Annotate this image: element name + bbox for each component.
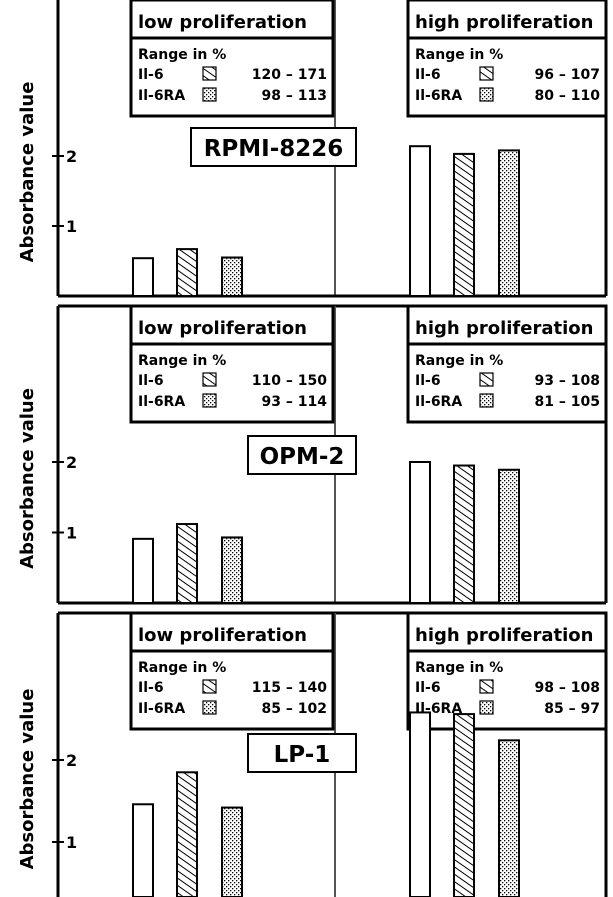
y-tick-label: 1 <box>66 524 77 543</box>
bar-dotted <box>221 806 243 897</box>
y-tick-label: 1 <box>66 217 77 236</box>
legend-entry-range: 98 – 113 <box>262 88 327 104</box>
legend-box <box>406 0 608 118</box>
legend-entry-name: Il-6 <box>415 373 441 389</box>
y-tick-label: 2 <box>66 453 77 472</box>
legend-entry-name: Il-6RA <box>415 88 462 104</box>
legend-entry-range: 115 – 140 <box>252 680 327 696</box>
legend-heading: Range in % <box>138 353 226 369</box>
legend-entry-name: Il-6 <box>138 680 164 696</box>
category-label: high proliferation <box>415 12 593 33</box>
legend-entry-name: Il-6RA <box>138 394 185 410</box>
bar-hatched <box>453 464 475 604</box>
legend-entry-name: Il-6 <box>138 67 164 83</box>
cell-line-title-box <box>190 127 357 167</box>
legend-swatch-hatched <box>202 66 217 81</box>
legend-swatch-hatched <box>479 372 494 387</box>
legend-entry-name: Il-6 <box>415 680 441 696</box>
bar-open <box>409 461 431 604</box>
legend-swatch-hatched <box>479 66 494 81</box>
legend-entry-range: 81 – 105 <box>535 394 600 410</box>
legend-heading: Range in % <box>415 353 503 369</box>
legend-swatch-dotted <box>202 87 217 102</box>
bar-hatched <box>176 523 198 604</box>
bar-dotted <box>498 149 520 297</box>
bar-open <box>132 803 154 897</box>
legend-box <box>129 304 335 424</box>
legend-entry-name: Il-6 <box>415 67 441 83</box>
y-tick-label: 1 <box>66 833 77 852</box>
bar-open <box>132 257 154 298</box>
category-label: low proliferation <box>138 12 307 33</box>
legend-box <box>406 304 608 424</box>
legend-box <box>406 611 608 731</box>
legend-swatch-hatched <box>479 679 494 694</box>
legend-swatch-hatched <box>202 372 217 387</box>
legend-entry-name: Il-6RA <box>138 701 185 717</box>
cell-line-title-box <box>247 733 357 773</box>
legend-entry-range: 110 – 150 <box>252 373 327 389</box>
legend-swatch-dotted <box>202 700 217 715</box>
legend-entry-range: 120 – 171 <box>252 67 327 83</box>
bar-open <box>409 711 431 897</box>
category-label: high proliferation <box>415 625 593 646</box>
bar-dotted <box>498 739 520 897</box>
legend-heading: Range in % <box>138 660 226 676</box>
legend-entry-range: 96 – 107 <box>535 67 600 83</box>
bar-hatched <box>453 713 475 897</box>
legend-swatch-dotted <box>479 393 494 408</box>
legend-swatch-hatched <box>202 679 217 694</box>
legend-box <box>129 0 335 118</box>
cell-line-title: RPMI-8226 <box>204 136 344 162</box>
legend-entry-name: Il-6RA <box>138 88 185 104</box>
bar-open <box>409 145 431 297</box>
legend-swatch-dotted <box>479 700 494 715</box>
legend-entry-range: 80 – 110 <box>535 88 601 104</box>
legend-box <box>129 611 335 731</box>
y-axis-label: Absorbance value <box>17 82 38 263</box>
legend-entry-range: 93 – 108 <box>535 373 600 389</box>
legend-swatch-dotted <box>202 393 217 408</box>
bar-hatched <box>176 248 198 298</box>
category-label: high proliferation <box>415 318 593 339</box>
y-tick-label: 2 <box>66 751 77 770</box>
cell-line-title-box <box>247 435 357 475</box>
bar-dotted <box>221 256 243 297</box>
legend-entry-range: 85 – 97 <box>544 701 600 717</box>
legend-heading: Range in % <box>138 47 226 63</box>
legend-entry-name: Il-6RA <box>415 394 462 410</box>
chart-panel: Absorbance value 1 2 low proliferation Range… <box>17 0 608 308</box>
legend-heading: Range in % <box>415 660 503 676</box>
bar-hatched <box>176 771 198 897</box>
y-axis-label: Absorbance value <box>17 689 38 870</box>
cell-line-title: LP-1 <box>274 742 331 768</box>
category-label: low proliferation <box>138 318 307 339</box>
legend-entry-range: 85 – 102 <box>262 701 327 717</box>
bar-dotted <box>221 536 243 604</box>
chart-panel: Absorbance value 1 2 low proliferation Range… <box>17 304 608 615</box>
legend-entry-range: 93 – 114 <box>262 394 328 410</box>
chart-panel: Absorbance value 1 2 low proliferation Range… <box>17 611 608 897</box>
y-axis-label: Absorbance value <box>17 388 38 569</box>
bar-dotted <box>498 468 520 604</box>
bar-open <box>132 537 154 604</box>
legend-entry-name: Il-6 <box>138 373 164 389</box>
category-label: low proliferation <box>138 625 307 646</box>
legend-heading: Range in % <box>415 47 503 63</box>
y-tick-label: 2 <box>66 147 77 166</box>
legend-swatch-dotted <box>479 87 494 102</box>
legend-entry-range: 98 – 108 <box>535 680 600 696</box>
bar-hatched <box>453 152 475 297</box>
cell-line-title: OPM-2 <box>260 444 345 470</box>
